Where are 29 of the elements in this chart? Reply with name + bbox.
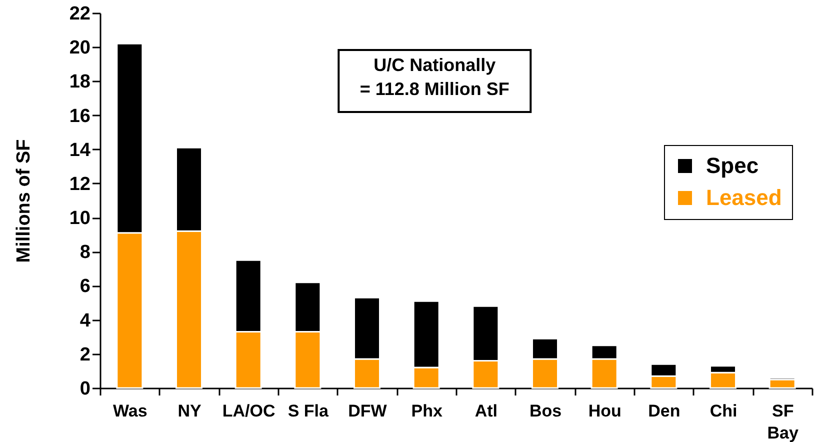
y-tick-label: 6 [80, 276, 90, 298]
bar [768, 378, 796, 389]
y-tick-label: 20 [69, 38, 90, 59]
x-tick-label: Chi [710, 402, 738, 420]
x-tick-label: Phx [411, 402, 443, 420]
legend-label: Spec [706, 153, 759, 178]
x-tick-label: Hou [588, 402, 622, 420]
y-tick-label: 22 [69, 4, 90, 24]
y-tick-label: 2 [80, 344, 90, 366]
y-tick-label: 10 [69, 208, 90, 230]
x-tick-label: Atl [474, 402, 498, 420]
y-tick-label: 14 [69, 140, 91, 161]
y-tick-label: 4 [80, 310, 91, 332]
y-tick-label: 16 [69, 106, 90, 127]
y-tick-label: 8 [80, 242, 90, 264]
annotation: U/C Nationally = 112.8 Million SF [360, 55, 510, 99]
y-tick-label: 0 [80, 378, 90, 400]
x-tick-label: SF Bay [767, 402, 799, 442]
y-tick-label: 18 [69, 72, 90, 93]
x-tick-label: Den [648, 402, 680, 420]
x-tick-label: LA/OC [222, 402, 276, 420]
y-tick-label: 12 [69, 174, 90, 195]
y-axis-title: Millions of SF [13, 139, 34, 263]
legend-label: Leased [706, 185, 782, 210]
x-tick-label: S Fla [288, 402, 330, 420]
x-tick-label: Was [113, 402, 148, 420]
x-tick-label: Bos [529, 402, 562, 420]
x-tick-label: DFW [348, 402, 388, 420]
x-tick-label: NY [178, 402, 202, 420]
